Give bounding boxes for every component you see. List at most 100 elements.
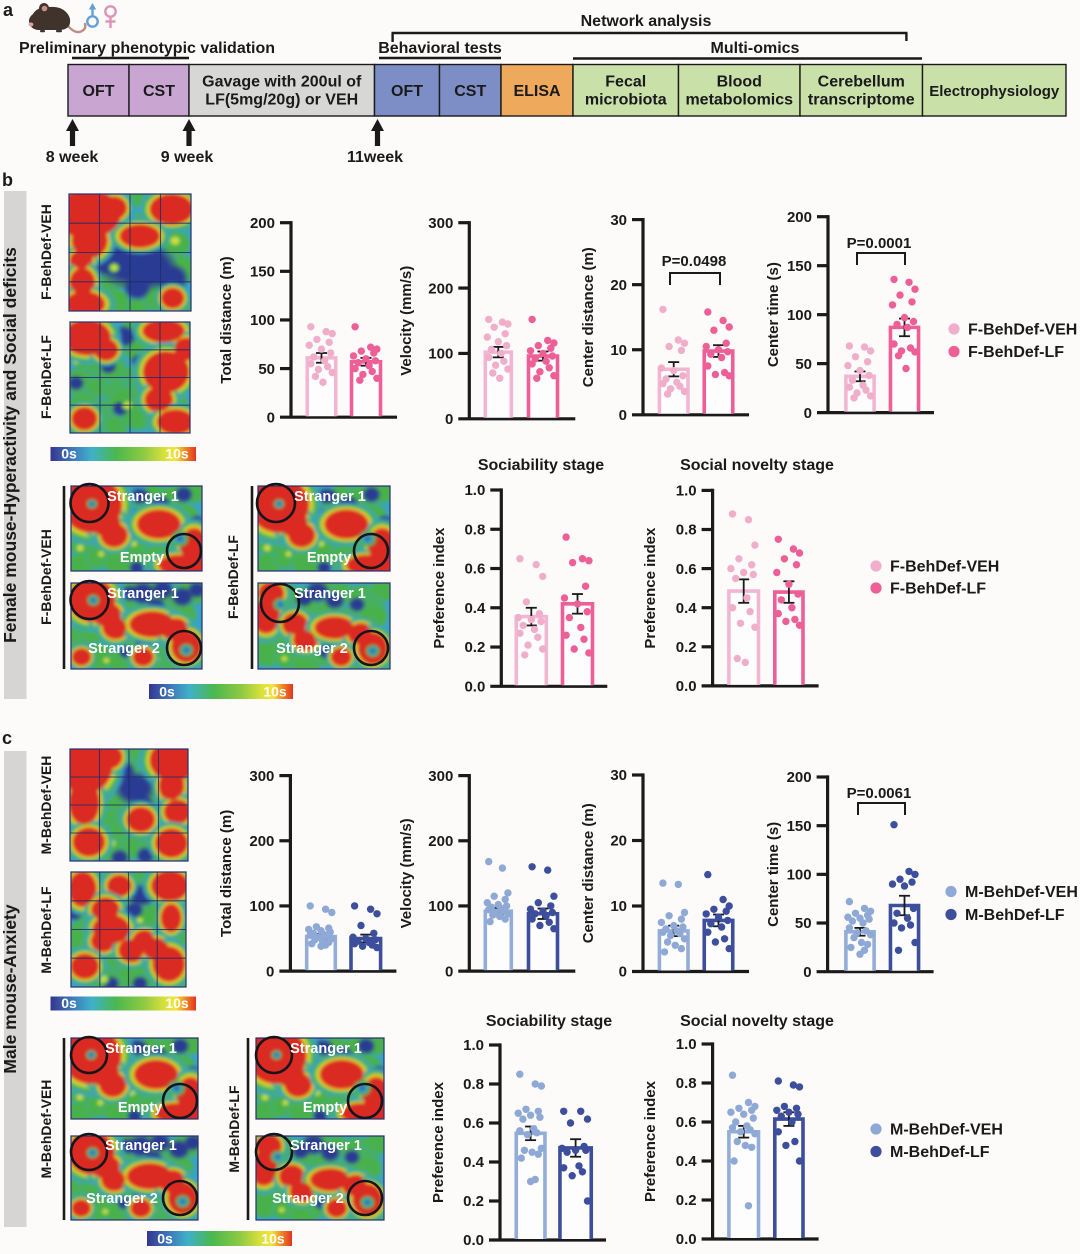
svg-text:Center time (s): Center time (s) bbox=[765, 822, 782, 927]
svg-text:F-BehDef-LF: F-BehDef-LF bbox=[225, 535, 241, 619]
svg-text:0s: 0s bbox=[61, 446, 77, 462]
svg-text:Male mouse-Anxiety: Male mouse-Anxiety bbox=[0, 904, 20, 1073]
svg-text:100: 100 bbox=[428, 346, 453, 363]
svg-text:P=0.0061: P=0.0061 bbox=[847, 785, 912, 802]
svg-text:0s: 0s bbox=[61, 995, 77, 1011]
svg-text:0.6: 0.6 bbox=[676, 561, 697, 578]
svg-text:300: 300 bbox=[249, 768, 274, 785]
svg-text:metabolomics: metabolomics bbox=[685, 91, 793, 108]
svg-text:Velocity (mm/s): Velocity (mm/s) bbox=[398, 266, 415, 376]
svg-text:CST: CST bbox=[143, 83, 175, 100]
svg-text:F-BehDef-LF: F-BehDef-LF bbox=[890, 581, 986, 598]
svg-text:0: 0 bbox=[445, 411, 453, 428]
svg-text:0s: 0s bbox=[159, 684, 175, 700]
svg-text:Total distance (m): Total distance (m) bbox=[218, 256, 235, 383]
svg-text:F-BehDef-VEH: F-BehDef-VEH bbox=[968, 322, 1077, 339]
svg-text:30: 30 bbox=[610, 767, 627, 784]
svg-text:M-BehDef-VEH: M-BehDef-VEH bbox=[38, 756, 54, 855]
svg-text:Electrophysiology: Electrophysiology bbox=[929, 83, 1060, 100]
svg-text:0.2: 0.2 bbox=[463, 1193, 484, 1210]
svg-text:150: 150 bbox=[787, 818, 812, 835]
svg-text:0.6: 0.6 bbox=[464, 561, 485, 578]
svg-text:M-BehDef-LF: M-BehDef-LF bbox=[38, 886, 54, 974]
svg-text:0.2: 0.2 bbox=[676, 1192, 697, 1209]
svg-text:10: 10 bbox=[610, 342, 627, 359]
svg-text:300: 300 bbox=[428, 768, 453, 785]
svg-text:200: 200 bbox=[250, 215, 275, 232]
svg-text:0.8: 0.8 bbox=[463, 1076, 484, 1093]
svg-text:Center time (s): Center time (s) bbox=[765, 262, 782, 367]
svg-text:Empty: Empty bbox=[303, 1100, 347, 1116]
svg-text:Stranger 1: Stranger 1 bbox=[107, 586, 179, 602]
svg-text:F-BehDef-VEH: F-BehDef-VEH bbox=[38, 529, 54, 625]
svg-text:F-BehDef-VEH: F-BehDef-VEH bbox=[890, 559, 999, 576]
svg-text:11week: 11week bbox=[347, 149, 403, 166]
svg-text:Female mouse-Hyperactivity and: Female mouse-Hyperactivity and Social de… bbox=[0, 247, 20, 643]
svg-text:10: 10 bbox=[610, 898, 627, 915]
svg-text:M-BehDef-VEH: M-BehDef-VEH bbox=[38, 1080, 54, 1179]
svg-text:Preference index: Preference index bbox=[431, 527, 448, 649]
svg-text:Preliminary phenotypic validat: Preliminary phenotypic validation bbox=[19, 40, 275, 57]
svg-text:50: 50 bbox=[258, 361, 275, 378]
svg-text:0.8: 0.8 bbox=[676, 1075, 697, 1092]
svg-text:Empty: Empty bbox=[120, 550, 164, 566]
svg-text:0: 0 bbox=[266, 963, 274, 980]
svg-text:0: 0 bbox=[267, 409, 275, 426]
svg-text:c: c bbox=[2, 728, 12, 748]
svg-text:Stranger 1: Stranger 1 bbox=[290, 1138, 362, 1154]
svg-text:Stranger 2: Stranger 2 bbox=[86, 1191, 158, 1207]
svg-text:F-BehDef-VEH: F-BehDef-VEH bbox=[38, 204, 54, 300]
svg-text:0: 0 bbox=[803, 964, 811, 981]
svg-text:100: 100 bbox=[787, 867, 812, 884]
svg-text:0.0: 0.0 bbox=[464, 679, 485, 696]
svg-text:Stranger 1: Stranger 1 bbox=[294, 586, 366, 602]
svg-text:200: 200 bbox=[249, 833, 274, 850]
svg-text:Stranger 1: Stranger 1 bbox=[294, 489, 366, 505]
svg-text:0s: 0s bbox=[157, 1231, 173, 1247]
svg-text:0.4: 0.4 bbox=[464, 600, 486, 617]
svg-text:200: 200 bbox=[787, 209, 812, 226]
svg-text:transcriptome: transcriptome bbox=[808, 91, 915, 108]
svg-text:P=0.0498: P=0.0498 bbox=[662, 253, 727, 270]
svg-text:10s: 10s bbox=[165, 995, 189, 1011]
svg-text:Preference index: Preference index bbox=[642, 1080, 659, 1202]
svg-text:0: 0 bbox=[445, 963, 453, 980]
svg-text:b: b bbox=[2, 170, 13, 190]
svg-text:0: 0 bbox=[619, 964, 627, 981]
svg-text:0.6: 0.6 bbox=[676, 1114, 697, 1131]
svg-text:ELISA: ELISA bbox=[513, 83, 561, 100]
svg-text:M-BehDef-VEH: M-BehDef-VEH bbox=[965, 884, 1078, 901]
svg-text:200: 200 bbox=[787, 769, 812, 786]
svg-text:Stranger 1: Stranger 1 bbox=[105, 1138, 177, 1154]
svg-text:M-BehDef-LF: M-BehDef-LF bbox=[890, 1144, 990, 1161]
svg-text:Velocity (mm/s): Velocity (mm/s) bbox=[398, 818, 415, 928]
svg-text:0.2: 0.2 bbox=[464, 639, 485, 656]
svg-text:microbiota: microbiota bbox=[585, 91, 667, 108]
svg-text:150: 150 bbox=[787, 258, 812, 275]
svg-text:150: 150 bbox=[250, 264, 275, 281]
svg-text:F-BehDef-LF: F-BehDef-LF bbox=[968, 344, 1064, 361]
svg-text:0: 0 bbox=[804, 405, 812, 422]
svg-text:Center distance (m): Center distance (m) bbox=[580, 247, 597, 387]
svg-text:Behavioral tests: Behavioral tests bbox=[378, 40, 502, 57]
svg-text:OFT: OFT bbox=[83, 83, 115, 100]
svg-text:M-BehDef-LF: M-BehDef-LF bbox=[965, 907, 1065, 924]
svg-text:Sociability stage: Sociability stage bbox=[478, 457, 604, 474]
svg-text:300: 300 bbox=[428, 215, 453, 232]
svg-text:Preference index: Preference index bbox=[642, 527, 659, 649]
svg-text:M-BehDef-LF: M-BehDef-LF bbox=[226, 1085, 242, 1173]
svg-text:8 week: 8 week bbox=[46, 149, 99, 166]
svg-text:20: 20 bbox=[610, 833, 627, 850]
svg-text:1.0: 1.0 bbox=[463, 1037, 484, 1054]
svg-text:30: 30 bbox=[610, 212, 627, 229]
svg-text:50: 50 bbox=[795, 915, 812, 932]
svg-text:Center distance (m): Center distance (m) bbox=[580, 803, 597, 943]
svg-text:20: 20 bbox=[610, 277, 627, 294]
svg-text:10s: 10s bbox=[261, 1231, 285, 1247]
svg-text:0.8: 0.8 bbox=[676, 522, 697, 539]
svg-text:100: 100 bbox=[787, 307, 812, 324]
svg-text:0.4: 0.4 bbox=[676, 1153, 698, 1170]
svg-text:0.0: 0.0 bbox=[463, 1232, 484, 1249]
svg-text:10s: 10s bbox=[263, 684, 287, 700]
svg-text:9 week: 9 week bbox=[161, 149, 214, 166]
